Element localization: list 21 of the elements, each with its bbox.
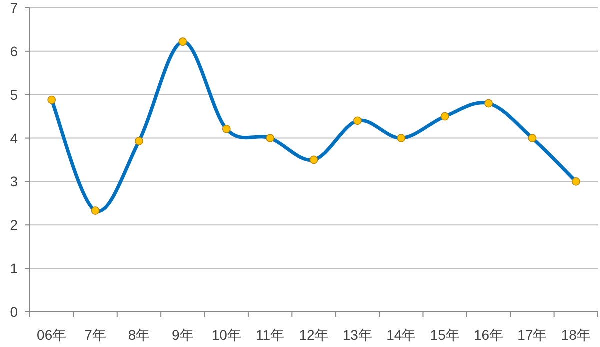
y-tick-label: 2 bbox=[10, 217, 18, 234]
x-tick-label: 14年 bbox=[386, 327, 416, 343]
y-tick-label: 3 bbox=[10, 174, 18, 190]
y-tick-label: 4 bbox=[10, 130, 18, 146]
x-tick-label: 7年 bbox=[84, 327, 106, 343]
y-tick-label: 1 bbox=[10, 260, 18, 277]
y-tick-label: 5 bbox=[10, 86, 18, 103]
y-tick-label: 7 bbox=[10, 0, 18, 16]
x-tick-label: 16年 bbox=[474, 327, 504, 343]
x-tick-label: 15年 bbox=[430, 327, 460, 343]
x-tick-label: 9年 bbox=[172, 327, 194, 343]
y-tick-label: 6 bbox=[10, 43, 18, 60]
x-tick-label: 8年 bbox=[128, 327, 150, 343]
x-tick-label: 11年 bbox=[256, 327, 285, 343]
x-tick-label: 10年 bbox=[212, 327, 242, 343]
x-tick-label: 18年 bbox=[561, 327, 591, 343]
x-tick-label: 17年 bbox=[518, 327, 548, 343]
y-tick-label: 0 bbox=[10, 304, 18, 320]
x-tick-label: 13年 bbox=[342, 327, 372, 343]
x-tick-label: 12年 bbox=[299, 327, 329, 343]
x-tick-label: 06年 bbox=[37, 327, 67, 343]
